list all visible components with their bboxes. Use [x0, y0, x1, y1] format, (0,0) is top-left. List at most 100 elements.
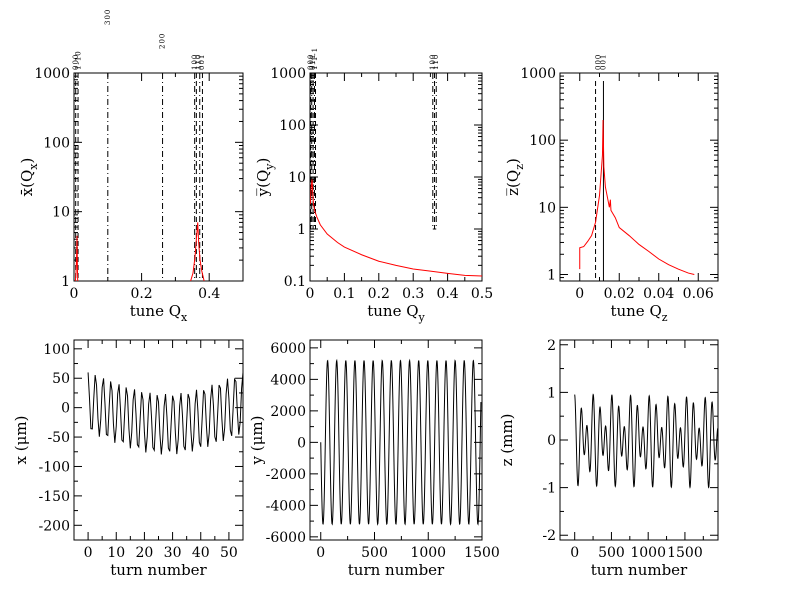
y-tick-label: 1000 — [270, 66, 306, 82]
x-tick-label: 0.4 — [436, 286, 458, 302]
x-axis-label-sub: z — [662, 311, 668, 324]
y-tick-label: -150 — [39, 489, 70, 505]
chart-bottom-left: 0 10 20 30 40 50 -200 -150 -100 -50 0 50 100 turn num… — [12, 339, 244, 579]
series-line — [320, 358, 482, 526]
y-tick-label: -100 — [39, 459, 70, 475]
x-tick-label: 500 — [598, 545, 625, 561]
x-tick-label: 0 — [84, 545, 93, 561]
x-tick-label: 0 — [316, 545, 325, 561]
x-axis-label: tune Qz — [610, 302, 667, 324]
x-axis-label-sub: y — [418, 311, 426, 324]
x-tick-label: 0 — [70, 286, 79, 302]
x-axis-label-sub: x — [181, 311, 188, 324]
resonance-label: 011 — [309, 54, 317, 70]
series-line — [310, 179, 482, 277]
plot-frame — [559, 72, 719, 282]
x-axis-label: tune Qy — [367, 302, 425, 324]
y-tick-label: 10 — [538, 200, 556, 216]
x-tick-label: 500 — [361, 545, 388, 561]
y-tick-label: 4000 — [270, 372, 306, 388]
chart-bottom-middle: 0 500 1000 1500 -6000 -4000 -2000 0 2000 4000 6000… — [248, 339, 500, 579]
y-axis-label-close: ) — [18, 158, 36, 164]
y-tick-label: 100 — [529, 133, 556, 149]
series-line — [74, 235, 79, 281]
y-tick-label: 0.1 — [284, 274, 306, 290]
y-tick-label: 10 — [288, 170, 306, 186]
resonance-label: 000 — [72, 54, 80, 70]
x-tick-label: 0.5 — [471, 286, 493, 302]
x-axis-label-text: turn number — [110, 561, 207, 579]
y-axis-label-text: z̅(Q — [504, 170, 522, 196]
x-tick-label: 30 — [164, 545, 182, 561]
x-axis-label: turn number — [110, 561, 207, 579]
y-axis-label-sub: y — [263, 163, 276, 171]
x-axis-label-text: tune Q — [610, 302, 661, 320]
x-tick-label: 20 — [136, 545, 154, 561]
plot-frame — [309, 72, 483, 282]
y-axis-label: x̄(Qx) — [18, 158, 40, 197]
x-tick-label: 50 — [220, 545, 238, 561]
y-tick-label: 1 — [297, 222, 306, 238]
y-axis-label-close: ) — [504, 158, 522, 164]
x-tick-label: 40 — [192, 545, 210, 561]
resonance-label: 100 — [429, 54, 437, 70]
y-axis-label-text: x̄(Q — [18, 170, 36, 197]
x-tick-label: 0.06 — [683, 286, 714, 302]
y-tick-label: 2 — [547, 338, 556, 354]
y-tick-label: 10 — [52, 205, 70, 221]
y-tick-label: -50 — [47, 430, 70, 446]
plot-frame — [309, 339, 483, 541]
y-tick-label: 50 — [52, 371, 70, 387]
x-tick-label: 1500 — [464, 545, 500, 561]
y-axis-label-text: z (mm) — [498, 414, 516, 467]
y-axis-label: z (mm) — [498, 414, 516, 467]
x-tick-label: 10 — [107, 545, 125, 561]
y-axis-label-text: y (μm) — [248, 416, 266, 466]
y-tick-label: 6000 — [270, 341, 306, 357]
y-tick-label: 1 — [61, 274, 70, 290]
series-line — [87, 372, 243, 455]
y-tick-label: 100 — [43, 135, 70, 151]
resonance-label: 200 — [159, 33, 167, 49]
series-line — [579, 119, 695, 275]
resonance-label: 000 — [595, 54, 603, 70]
x-axis-label: tune Qx — [130, 302, 188, 324]
x-axis-label-text: tune Q — [367, 302, 418, 320]
y-tick-label: -2 — [542, 528, 556, 544]
y-tick-label: 2000 — [270, 404, 306, 420]
x-axis-label-text: tune Q — [130, 302, 181, 320]
plot-frame — [73, 72, 244, 282]
y-tick-label: -4000 — [266, 498, 306, 514]
resonance-label: 1-10 — [75, 50, 83, 70]
y-axis-label: y̅(Qy) — [254, 158, 276, 198]
x-tick-label: 0.1 — [333, 286, 355, 302]
series-line — [190, 222, 205, 281]
y-tick-label: -6000 — [266, 530, 306, 546]
series-line — [574, 393, 718, 489]
y-axis-label-text: y̅(Q — [254, 170, 272, 198]
x-tick-label: 1000 — [410, 545, 446, 561]
x-tick-label: 1500 — [667, 545, 703, 561]
resonance-label: 110 — [432, 54, 440, 70]
x-axis-label: turn number — [591, 561, 688, 579]
resonance-label: 001 — [599, 54, 607, 70]
y-tick-label: 0 — [547, 433, 556, 449]
x-tick-label: 0.2 — [368, 286, 390, 302]
y-tick-label: 100 — [279, 118, 306, 134]
y-tick-label: 1 — [547, 267, 556, 283]
plot-frame — [73, 339, 244, 541]
y-axis-label: z̅(Qz) — [504, 158, 526, 196]
resonance-label: 300 — [104, 9, 112, 25]
x-tick-label: 0.2 — [130, 286, 152, 302]
y-tick-label: -2000 — [266, 467, 306, 483]
x-tick-label: 0.3 — [402, 286, 424, 302]
x-axis-label-text: turn number — [591, 561, 688, 579]
x-tick-label: 0 — [575, 286, 584, 302]
x-tick-label: 0.04 — [643, 286, 674, 302]
resonance-label: 1-1-1 — [311, 47, 319, 70]
y-axis-label-text: x (μm) — [12, 416, 30, 465]
